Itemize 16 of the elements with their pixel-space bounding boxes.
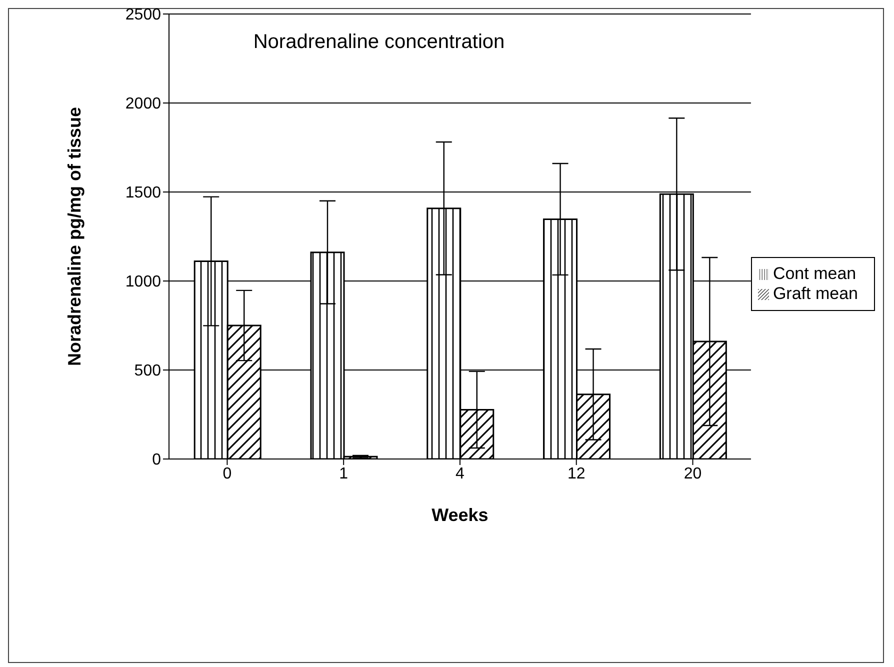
legend-label: Cont mean xyxy=(772,264,856,283)
x-tick-label: 4 xyxy=(456,465,465,482)
y-tick-label: 2500 xyxy=(125,6,162,24)
legend-label: Graft mean xyxy=(772,284,858,303)
y-tick-label: 2000 xyxy=(125,96,162,113)
y-tick-label: 1500 xyxy=(125,184,162,202)
x-tick-label: 1 xyxy=(339,465,348,482)
x-tick-label: 12 xyxy=(567,465,586,482)
x-tick-label: 20 xyxy=(684,465,702,482)
y-tick-label: 0 xyxy=(152,452,162,469)
x-axis-title: Weeks xyxy=(432,505,488,525)
y-tick-label: 1000 xyxy=(125,274,162,291)
y-axis-title: Noradrenaline pg/mg of tissue xyxy=(64,106,84,366)
text: Noradrenaline concentration xyxy=(252,31,506,54)
y-tick-label: 500 xyxy=(134,362,162,380)
x-tick-label: 0 xyxy=(222,465,232,482)
